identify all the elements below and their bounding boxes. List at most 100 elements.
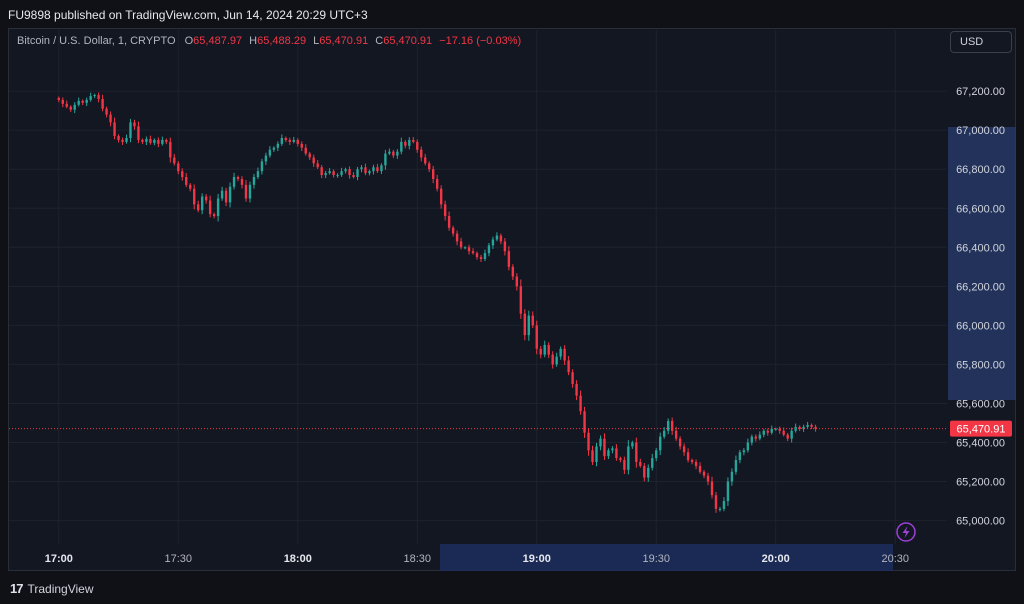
candle-body [583,411,586,433]
candle-body [471,251,475,254]
candle-body [145,138,148,142]
candle-body [503,241,507,252]
candle-body [348,169,351,176]
candle-body [408,139,411,146]
candle-body [435,178,439,189]
candle-body [738,452,742,461]
candle-body [595,446,598,463]
candle-body [718,508,722,510]
price-tick-label: 66,800.00 [956,164,1005,176]
candle-body [519,286,523,314]
candle-body [364,167,367,174]
candle-body [798,426,801,429]
candle-body [324,173,327,176]
candle-body [547,344,550,355]
candle-body [543,344,546,355]
candle-body [487,245,491,254]
symbol-label[interactable]: Bitcoin / U.S. Dollar, 1, CRYPTO [17,35,176,47]
candle-body [113,122,116,137]
price-tick-label: 65,000.00 [956,516,1005,528]
candle-body [511,266,515,277]
ohlc-legend: Bitcoin / U.S. Dollar, 1, CRYPTO O65,487… [17,35,521,47]
candle-body [97,95,100,99]
candle-body [340,171,343,176]
candle-body [559,348,562,357]
candle-body [706,475,710,482]
price-tick-label: 65,200.00 [956,477,1005,489]
candle-body [623,460,626,470]
candle-body [212,214,216,217]
candle-body [635,442,638,463]
candle-body [177,163,180,172]
candle-body [734,460,738,472]
last-price-badge: 65,470.91 [950,420,1012,437]
candle-body [587,432,590,451]
candle-body [93,95,96,97]
candle-body [463,247,467,249]
price-tick-label: 65,800.00 [956,359,1005,371]
candle-body [439,188,443,205]
candle-body [459,241,463,248]
candle-body [424,157,427,164]
candle-body [710,481,714,496]
candle-body [157,139,160,144]
candle-body [316,163,319,168]
candle-body [551,354,554,365]
candle-body [615,448,618,459]
candle-body [479,257,483,260]
candle-body [563,348,566,361]
candle-body [388,151,391,154]
candle-body [133,122,136,127]
candle-body [770,428,773,433]
footer-brand: TradingView [27,581,94,596]
candle-body [89,96,92,100]
candle-body [149,138,152,143]
candle-body [129,122,132,138]
candle-body [420,149,423,158]
candle-body [312,157,315,164]
candle-body [109,114,112,123]
candle-body [742,450,746,453]
candle-body [272,147,276,150]
candle-body [651,458,654,468]
candle-body [443,204,447,217]
open-value: 65,487.97 [193,35,243,47]
candle-body [248,184,252,199]
candle-body [117,136,120,140]
candle-body [153,139,156,143]
candle-body [702,471,706,476]
candle-body [670,421,674,431]
candle-body [643,465,646,478]
price-axis[interactable]: 65,000.00 65,200.00 65,400.00 65,600.00 65,8… [956,86,1005,527]
candle-body [428,163,431,170]
candle-body [196,204,200,211]
candle-body [264,155,268,162]
candle-body [204,196,208,201]
candle-body [495,235,499,240]
currency-button[interactable]: USD [950,31,1012,53]
tradingview-logo-icon: 17 [10,581,24,596]
candle-body [137,126,140,140]
change-value: −17.16 (−0.03%) [439,35,522,47]
price-tick-label: 66,600.00 [956,203,1005,215]
candle-body [232,177,236,187]
candle-body [173,157,176,164]
time-tick-label: 18:00 [284,553,312,565]
lightning-icon[interactable] [896,522,916,542]
candle-body [639,462,642,466]
candle-body [758,434,761,439]
candle-body [762,430,765,435]
candle-body [77,100,80,105]
candle-body [475,253,479,258]
candle-body [85,99,88,103]
candle-body [121,139,124,142]
candle-body [296,139,299,144]
candle-body [284,137,288,140]
time-axis[interactable]: 17:00 17:30 18:00 18:30 19:00 19:30 20:00 20:30 [45,553,909,565]
candle-body [141,139,144,142]
price-tick-label: 66,200.00 [956,281,1005,293]
price-axis-highlight [948,127,1016,400]
candle-body [228,186,232,203]
candle-body [244,184,248,199]
